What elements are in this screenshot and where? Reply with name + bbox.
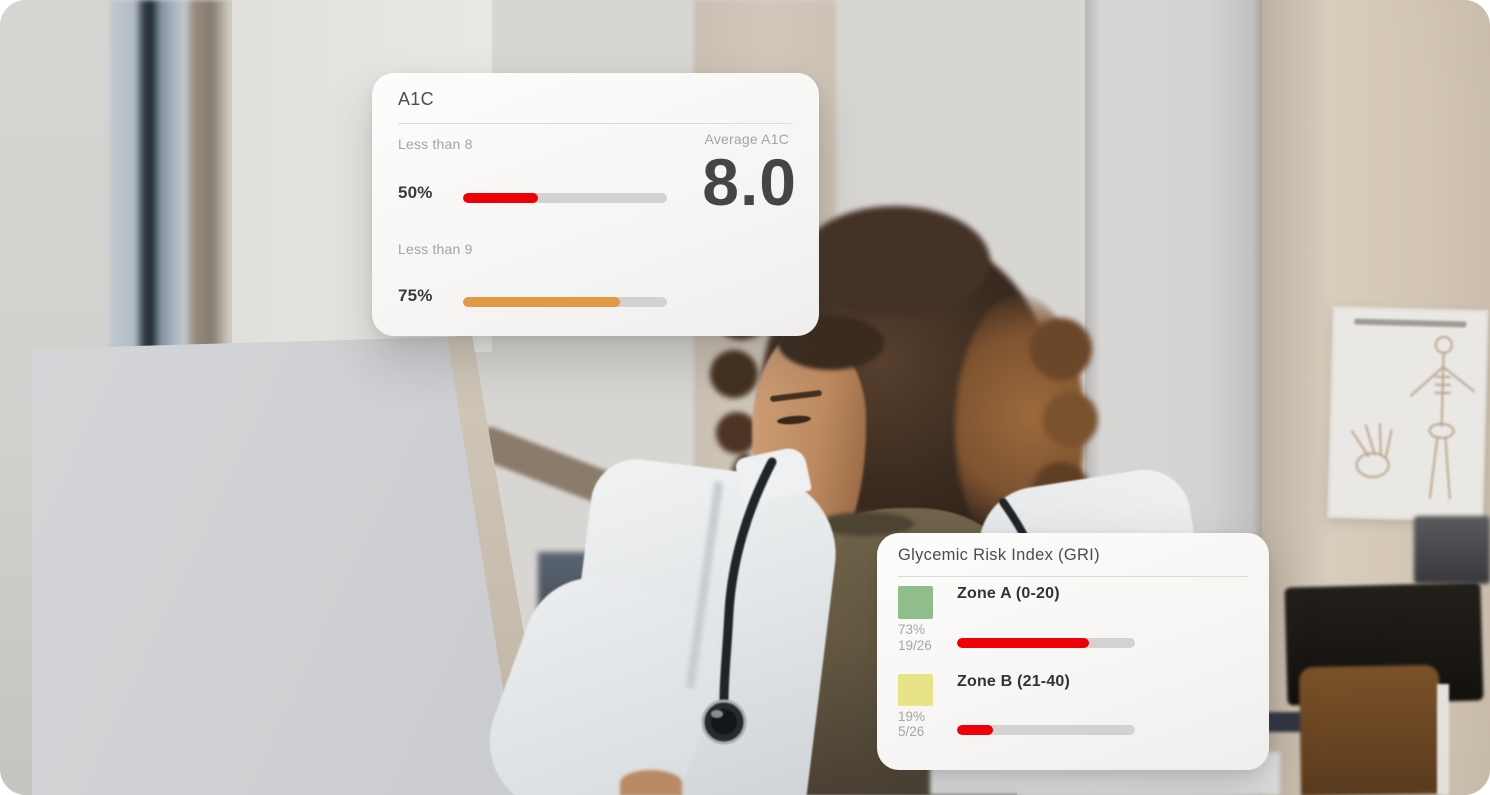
zone-a-fraction: 19/26 xyxy=(898,638,932,653)
zone-a-swatch xyxy=(898,586,933,619)
a1c-card: A1C Less than 8 50% Average A1C 8.0 Less… xyxy=(372,73,819,336)
a1c-row-2-label: Less than 9 xyxy=(398,241,473,257)
divider xyxy=(898,576,1248,577)
skeleton-illustration xyxy=(1350,335,1476,500)
left-window-frame xyxy=(110,0,234,352)
a1c-row-1-percent: 50% xyxy=(398,183,433,202)
zone-b-name: Zone B (21-40) xyxy=(957,673,1071,690)
printer-stack xyxy=(1414,516,1490,584)
a1c-card-title: A1C xyxy=(398,89,434,109)
a1c-row-2-progress-bar xyxy=(463,297,667,307)
zone-b-progress-bar xyxy=(957,725,1135,735)
zone-b-fraction: 5/26 xyxy=(898,724,925,739)
anatomy-poster xyxy=(1327,305,1489,523)
zone-a-name: Zone A (0-20) xyxy=(957,585,1060,602)
chair-gap xyxy=(1437,684,1449,795)
zone-a-percent: 73% xyxy=(898,622,926,637)
shirt-collar-shadow xyxy=(818,512,914,536)
a1c-average-block: Average A1C 8.0 xyxy=(702,131,797,219)
divider xyxy=(398,123,793,124)
hair-curl xyxy=(1030,318,1092,380)
zone-b-progress-fill xyxy=(957,725,993,735)
zone-a-progress-bar xyxy=(957,638,1135,648)
doctor-hair-crown xyxy=(800,206,990,316)
gri-card-title: Glycemic Risk Index (GRI) xyxy=(898,546,1100,564)
hair-curl xyxy=(1043,392,1098,447)
zone-a-progress-fill xyxy=(957,638,1089,648)
a1c-row-2-progress-fill xyxy=(463,297,621,307)
zone-b-swatch xyxy=(898,674,933,706)
a1c-average-value: 8.0 xyxy=(702,145,797,219)
zone-b-percent: 19% xyxy=(898,709,926,724)
a1c-row-1-progress-fill xyxy=(463,193,539,203)
gri-card: Glycemic Risk Index (GRI) Zone A (0-20) … xyxy=(877,533,1269,770)
a1c-row-2-percent: 75% xyxy=(398,286,433,305)
a1c-row-1-label: Less than 8 xyxy=(398,136,473,152)
a1c-average-label: Average A1C xyxy=(704,131,789,147)
hand xyxy=(620,770,682,795)
hair-curl xyxy=(716,412,758,454)
hair-curl xyxy=(710,350,758,398)
a1c-row-1-progress-bar xyxy=(463,193,667,203)
